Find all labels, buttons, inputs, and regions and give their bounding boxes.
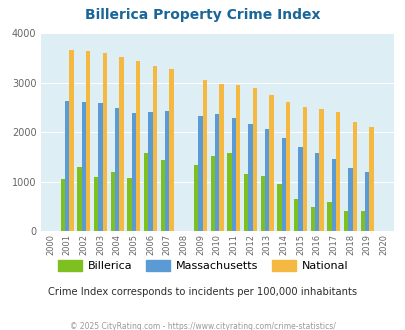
Bar	[69, 50, 74, 231]
Bar	[194, 165, 198, 231]
Bar	[369, 127, 373, 231]
Bar	[319, 109, 323, 231]
Bar	[152, 66, 157, 231]
Bar	[248, 124, 252, 231]
Bar	[136, 61, 140, 231]
Legend: Billerica, Massachusetts, National: Billerica, Massachusetts, National	[58, 260, 347, 271]
Bar	[119, 57, 124, 231]
Bar	[131, 113, 136, 231]
Bar	[243, 174, 248, 231]
Bar	[160, 160, 165, 231]
Bar	[148, 112, 152, 231]
Bar	[235, 85, 240, 231]
Bar	[227, 153, 231, 231]
Bar	[264, 129, 269, 231]
Bar	[231, 118, 235, 231]
Bar	[314, 153, 319, 231]
Bar	[326, 202, 331, 231]
Bar	[115, 108, 119, 231]
Text: Billerica Property Crime Index: Billerica Property Crime Index	[85, 8, 320, 22]
Bar	[302, 107, 306, 231]
Bar	[102, 53, 107, 231]
Bar	[260, 176, 264, 231]
Bar	[347, 168, 352, 231]
Bar	[77, 167, 81, 231]
Bar	[198, 116, 202, 231]
Text: Crime Index corresponds to incidents per 100,000 inhabitants: Crime Index corresponds to incidents per…	[48, 287, 357, 297]
Bar	[293, 199, 298, 231]
Bar	[81, 102, 86, 231]
Bar	[215, 114, 219, 231]
Bar	[343, 211, 347, 231]
Bar	[86, 51, 90, 231]
Bar	[252, 88, 256, 231]
Bar	[65, 101, 69, 231]
Bar	[364, 172, 369, 231]
Bar	[98, 103, 102, 231]
Text: © 2025 CityRating.com - https://www.cityrating.com/crime-statistics/: © 2025 CityRating.com - https://www.city…	[70, 322, 335, 330]
Bar	[360, 211, 364, 231]
Bar	[94, 177, 98, 231]
Bar	[281, 139, 285, 231]
Bar	[277, 184, 281, 231]
Bar	[219, 84, 223, 231]
Bar	[298, 147, 302, 231]
Bar	[331, 159, 335, 231]
Bar	[335, 112, 339, 231]
Bar	[210, 156, 215, 231]
Bar	[144, 153, 148, 231]
Bar	[165, 111, 169, 231]
Bar	[169, 69, 173, 231]
Bar	[310, 207, 314, 231]
Bar	[127, 178, 131, 231]
Bar	[202, 80, 207, 231]
Bar	[352, 122, 356, 231]
Bar	[285, 102, 290, 231]
Bar	[61, 179, 65, 231]
Bar	[269, 95, 273, 231]
Bar	[111, 172, 115, 231]
